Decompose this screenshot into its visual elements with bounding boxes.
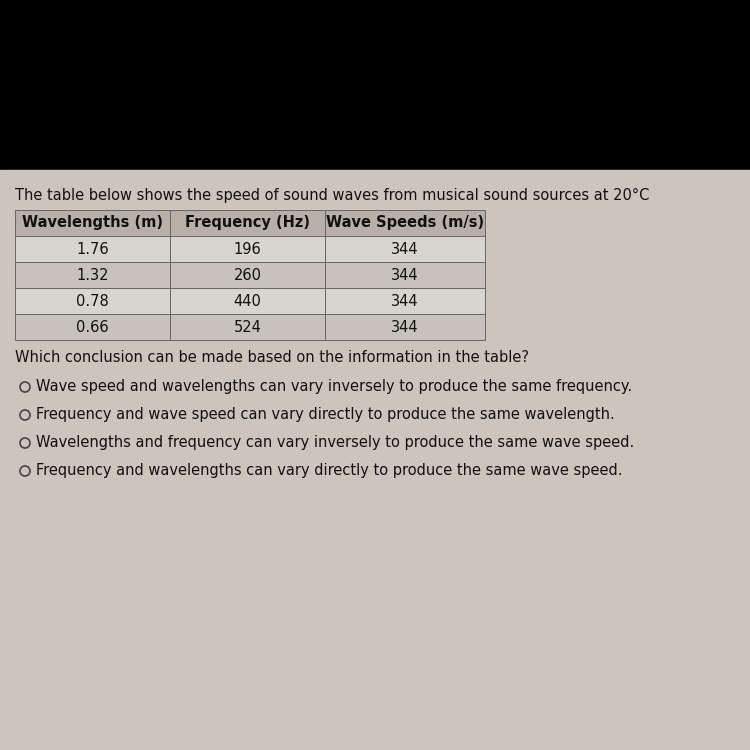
Text: Which conclusion can be made based on the information in the table?: Which conclusion can be made based on th…	[15, 350, 529, 365]
Text: Frequency (Hz): Frequency (Hz)	[185, 215, 310, 230]
Text: 196: 196	[234, 242, 261, 256]
Text: 344: 344	[392, 293, 418, 308]
Text: 1.76: 1.76	[76, 242, 109, 256]
Bar	[325, 288, 485, 314]
Text: 260: 260	[233, 268, 262, 283]
Text: 440: 440	[233, 293, 262, 308]
Bar	[325, 262, 485, 288]
Bar	[325, 236, 485, 262]
Text: Wavelengths and frequency can vary inversely to produce the same wave speed.: Wavelengths and frequency can vary inver…	[36, 436, 634, 451]
Text: 0.78: 0.78	[76, 293, 109, 308]
Bar	[170, 288, 325, 314]
Bar	[15, 262, 170, 288]
Text: Wave Speeds (m/s): Wave Speeds (m/s)	[326, 215, 484, 230]
Bar	[325, 314, 485, 340]
Text: 344: 344	[392, 320, 418, 334]
Text: 0.66: 0.66	[76, 320, 109, 334]
Text: Wavelengths (m): Wavelengths (m)	[22, 215, 163, 230]
Text: Wave speed and wavelengths can vary inversely to produce the same frequency.: Wave speed and wavelengths can vary inve…	[36, 380, 632, 394]
Bar	[0, 0, 750, 170]
Text: 344: 344	[392, 242, 418, 256]
Bar	[170, 210, 325, 236]
Text: 344: 344	[392, 268, 418, 283]
Bar	[15, 288, 170, 314]
Bar	[325, 210, 485, 236]
Bar	[0, 170, 750, 750]
Text: 524: 524	[233, 320, 262, 334]
Text: Frequency and wavelengths can vary directly to produce the same wave speed.: Frequency and wavelengths can vary direc…	[36, 464, 622, 478]
Bar	[170, 314, 325, 340]
Bar	[15, 236, 170, 262]
Bar	[170, 262, 325, 288]
Bar	[15, 314, 170, 340]
Bar	[170, 236, 325, 262]
Text: Frequency and wave speed can vary directly to produce the same wavelength.: Frequency and wave speed can vary direct…	[36, 407, 615, 422]
Text: The table below shows the speed of sound waves from musical sound sources at 20°: The table below shows the speed of sound…	[15, 188, 650, 203]
Bar	[15, 210, 170, 236]
Text: 1.32: 1.32	[76, 268, 109, 283]
